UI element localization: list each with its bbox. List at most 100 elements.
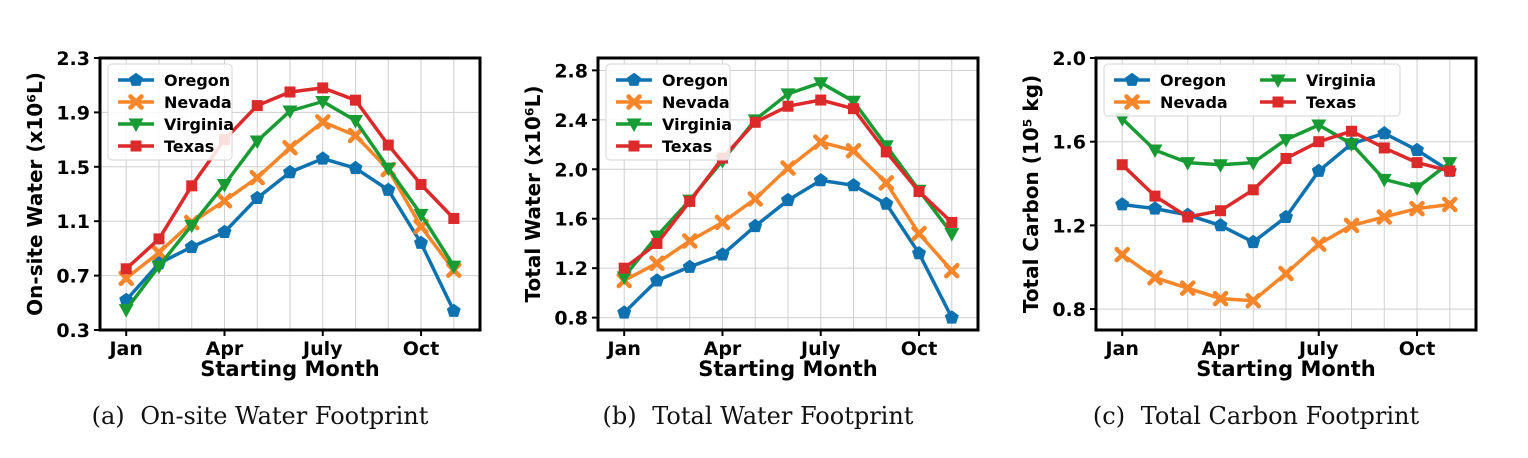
- point-texas: [1149, 190, 1161, 202]
- point-texas: [1280, 152, 1292, 164]
- point-texas: [153, 233, 165, 245]
- point-virginia: [282, 105, 298, 120]
- legend-label: Oregon: [1160, 71, 1226, 90]
- legend-box: [605, 63, 731, 161]
- y-tick-label: 2.0: [554, 159, 588, 181]
- legend-marker: [1270, 74, 1286, 88]
- point-oregon: [944, 310, 959, 324]
- point-texas: [1378, 142, 1390, 154]
- x-axis-label: Starting Month: [1196, 357, 1375, 381]
- y-tick-label: 1.6: [554, 209, 588, 231]
- chart-c: 0.8 1.2 1.6 2.0 Jan Apr July Oct Starting Month T…: [1019, 48, 1478, 381]
- point-nevada: [1278, 265, 1294, 282]
- point-oregon: [283, 164, 297, 179]
- point-nevada: [1245, 292, 1261, 309]
- point-nevada: [714, 214, 731, 231]
- y-tick-label: 1.2: [554, 258, 588, 280]
- point-oregon: [1377, 126, 1392, 140]
- point-nevada: [1179, 280, 1196, 296]
- legend-item-texas: Texas: [118, 137, 214, 156]
- point-oregon: [748, 218, 763, 233]
- point-nevada: [347, 127, 364, 144]
- point-oregon: [250, 190, 265, 204]
- point-nevada: [282, 140, 298, 156]
- y-tick-label: 0.8: [1052, 299, 1086, 321]
- point-virginia: [813, 77, 829, 91]
- legend-label: Oregon: [164, 71, 230, 90]
- point-texas: [1182, 211, 1194, 223]
- x-tick-label: Apr: [704, 338, 742, 360]
- point-virginia: [1245, 157, 1261, 171]
- caption-c-label: (c): [1092, 402, 1126, 430]
- legend-item-virginia: Virginia: [118, 115, 234, 134]
- legend-marker: [628, 140, 640, 152]
- legend-item-virginia: Virginia: [1260, 71, 1376, 90]
- legend-box: [107, 63, 233, 161]
- caption-b-text: Total Water Footprint: [652, 402, 914, 430]
- point-texas: [946, 216, 958, 228]
- point-virginia: [446, 260, 462, 275]
- legend-c: Oregon Nevada Virginia Texas: [1103, 63, 1401, 117]
- legend-a: Oregon Nevada Virginia Texas: [107, 63, 234, 161]
- x-tick-label: July: [799, 338, 841, 360]
- point-texas: [749, 116, 761, 128]
- y-axis-label: Total Water (x10⁶L): [521, 86, 545, 303]
- legend-label: Virginia: [1306, 71, 1376, 90]
- y-tick-label: 2.4: [554, 110, 588, 132]
- y-axis-label: On-site Water (x10⁶L): [23, 72, 47, 316]
- point-virginia: [1311, 119, 1327, 133]
- caption-b-label: (b): [602, 402, 637, 430]
- point-oregon: [813, 173, 828, 187]
- chart-a: 0.3 0.7 1.1 1.5 1.9 2.3 Jan Apr July Oct Starting …: [23, 48, 482, 381]
- x-tick-label: Apr: [206, 338, 244, 360]
- point-texas: [1214, 205, 1226, 217]
- point-virginia: [1442, 157, 1458, 171]
- y-tick-label: 1.6: [1052, 132, 1086, 154]
- legend-label: Oregon: [662, 71, 728, 90]
- legend-marker: [128, 94, 144, 110]
- y-tick-label: 0.7: [56, 266, 90, 288]
- chart-b: 0.8 1.2 1.6 2.0 2.4 2.8 Jan Apr July Oct Starting …: [521, 56, 980, 381]
- point-virginia: [249, 135, 265, 149]
- point-texas: [684, 195, 696, 207]
- y-tick-label: 1.9: [56, 102, 90, 124]
- point-virginia: [1147, 144, 1163, 159]
- point-oregon: [184, 239, 199, 253]
- y-tick-label: 2.8: [554, 60, 588, 82]
- point-oregon: [414, 235, 428, 249]
- x-tick-label: July: [301, 338, 343, 360]
- point-virginia: [649, 230, 665, 245]
- legend-item-nevada: Nevada: [118, 93, 232, 112]
- point-oregon: [446, 303, 461, 317]
- point-texas: [317, 82, 329, 94]
- plot-frame: [596, 56, 980, 332]
- point-oregon: [315, 151, 330, 165]
- series-group-c: [1114, 113, 1458, 309]
- panel-a: 0.3 0.7 1.1 1.5 1.9 2.3 Jan Apr July Oct Starting …: [10, 0, 510, 458]
- legend-marker: [1125, 72, 1139, 86]
- point-virginia: [780, 88, 796, 102]
- legend-box: [1103, 63, 1401, 117]
- point-virginia: [315, 96, 331, 110]
- legend-label: Virginia: [662, 115, 732, 134]
- legend-item-oregon: Oregon: [1114, 71, 1226, 90]
- point-nevada: [1409, 200, 1425, 217]
- point-virginia: [216, 178, 232, 193]
- point-virginia: [1180, 157, 1196, 171]
- point-oregon: [715, 247, 730, 261]
- point-texas: [415, 178, 427, 190]
- legend-marker: [130, 140, 142, 152]
- caption-a-label: (a): [91, 402, 125, 430]
- point-oregon: [912, 246, 926, 260]
- point-virginia: [1344, 138, 1360, 152]
- panel-b: 0.8 1.2 1.6 2.0 2.4 2.8 Jan Apr July Oct Starting …: [508, 0, 1008, 458]
- point-oregon: [1246, 234, 1261, 249]
- point-virginia: [380, 162, 396, 177]
- legend-label: Nevada: [1160, 93, 1228, 112]
- point-oregon: [1148, 201, 1162, 215]
- point-oregon: [1213, 218, 1228, 232]
- legend-item-oregon: Oregon: [616, 71, 728, 90]
- point-texas: [618, 262, 630, 274]
- legend-marker: [1124, 94, 1140, 110]
- point-texas: [1313, 136, 1325, 148]
